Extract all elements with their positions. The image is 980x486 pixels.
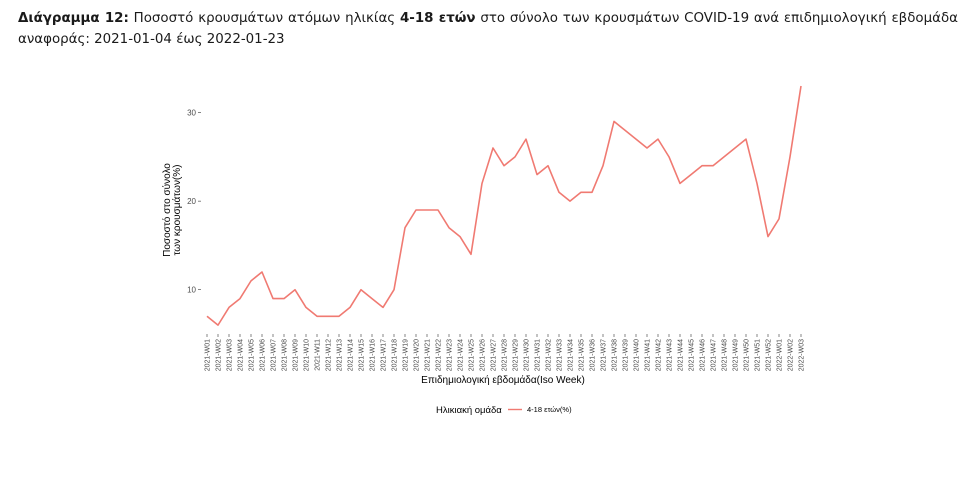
x-tick-label: 2021-W39 (623, 339, 630, 371)
x-tick-label: 2021-W50 (744, 339, 751, 371)
x-tick-label: 2021-W15 (359, 339, 366, 371)
legend: Ηλικιακή ομάδα 4-18 ετών(%) (436, 405, 572, 416)
y-tick-label: 20 (187, 197, 196, 206)
x-tick-label: 2021-W40 (634, 339, 641, 371)
caption-label: Διάγραμμα 12: (18, 11, 129, 26)
x-tick-label: 2021-W08 (282, 339, 289, 371)
x-tick-label: 2022-W01 (777, 339, 784, 371)
x-tick-label: 2021-W52 (766, 339, 773, 371)
x-tick-label: 2021-W34 (568, 339, 575, 371)
y-axis-title-line: των κρουσμάτων(%) (171, 165, 183, 256)
x-tick-label: 2021-W07 (271, 339, 278, 371)
x-tick-label: 2021-W32 (546, 339, 553, 371)
x-tick-label: 2021-W14 (348, 339, 355, 371)
x-tick-label: 2021-W17 (381, 339, 388, 371)
x-tick-label: 2021-W24 (458, 339, 465, 371)
x-tick-label: 2021-W06 (260, 339, 267, 371)
x-tick-label: 2021-W01 (205, 339, 212, 371)
x-tick-label: 2021-W26 (480, 339, 487, 371)
x-tick-label: 2021-W28 (502, 339, 509, 371)
y-axis-title: Ποσοστό στο σύνολοτων κρουσμάτων(%) (161, 163, 183, 257)
y-tick-label: 30 (187, 109, 196, 118)
caption-text-before: Ποσοστό κρουσμάτων ατόμων ηλικίας (133, 11, 396, 26)
x-tick-label: 2021-W21 (425, 339, 432, 371)
x-tick-label: 2021-W04 (238, 339, 245, 371)
plot-panel (201, 86, 811, 334)
y-tick-label: 10 (187, 286, 196, 295)
x-tick-label: 2021-W12 (326, 339, 333, 371)
x-tick-label: 2021-W03 (227, 339, 234, 371)
series-line (206, 85, 802, 326)
x-tick-label: 2021-W47 (711, 339, 718, 371)
x-tick-label: 2021-W22 (436, 339, 443, 371)
x-tick-label: 2022-W03 (799, 339, 806, 371)
x-tick-label: 2021-W35 (579, 339, 586, 371)
x-tick-label: 2022-W02 (788, 339, 795, 371)
x-tick-label: 2021-W42 (656, 339, 663, 371)
x-tick-label: 2021-W10 (304, 339, 311, 371)
figure-caption: Διάγραμμα 12: Ποσοστό κρουσμάτων ατόμων … (18, 8, 958, 50)
x-tick-label: 2021-W37 (601, 339, 608, 371)
x-tick-label: 2021-W38 (612, 339, 619, 371)
x-tick-label: 2021-W02 (216, 339, 223, 371)
x-tick-label: 2021-W19 (403, 339, 410, 371)
x-tick-label: 2021-W29 (513, 339, 520, 371)
x-tick-label: 2021-W45 (689, 339, 696, 371)
x-tick-label: 2021-W33 (557, 339, 564, 371)
x-tick-label: 2021-W23 (447, 339, 454, 371)
y-axis: 10 20 30 (187, 109, 201, 295)
x-tick-label: 2021-W36 (590, 339, 597, 371)
x-tick-label: 2021-W51 (755, 339, 762, 371)
x-tick-label: 2021-W20 (414, 339, 421, 371)
x-tick-label: 2021-W49 (733, 339, 740, 371)
y-axis-title-line: Ποσοστό στο σύνολο (161, 163, 173, 257)
x-tick-label: 2021-W31 (535, 339, 542, 371)
x-tick-label: 2021-W05 (249, 339, 256, 371)
x-tick-label: 2021-W13 (337, 339, 344, 371)
legend-title: Ηλικιακή ομάδα (436, 405, 502, 416)
x-tick-label: 2021-W27 (491, 339, 498, 371)
x-tick-label: 2021-W41 (645, 339, 652, 371)
series-layer (206, 85, 802, 326)
caption-text-after: στο σύνολο των κρουσμάτων COVID-19 ανά ε… (18, 11, 958, 47)
x-tick-label: 2021-W11 (315, 339, 322, 371)
x-tick-label: 2021-W43 (667, 339, 674, 371)
legend-label: 4-18 ετών(%) (527, 405, 572, 414)
x-tick-label: 2021-W30 (524, 339, 531, 371)
x-tick-label: 2021-W16 (370, 339, 377, 371)
x-tick-label: 2021-W09 (293, 339, 300, 371)
x-axis: 2021-W01 2021-W02 2021-W03 2021-W04 2021-W05… (205, 334, 806, 371)
caption-age-group: 4-18 ετών (399, 11, 476, 26)
x-tick-label: 2021-W44 (678, 339, 685, 371)
x-tick-label: 2021-W18 (392, 339, 399, 371)
x-tick-label: 2021-W48 (722, 339, 729, 371)
x-axis-title: Επιδημιολογική εβδομάδα(Iso Week) (421, 374, 585, 386)
x-tick-label: 2021-W46 (700, 339, 707, 371)
x-tick-label: 2021-W25 (469, 339, 476, 371)
